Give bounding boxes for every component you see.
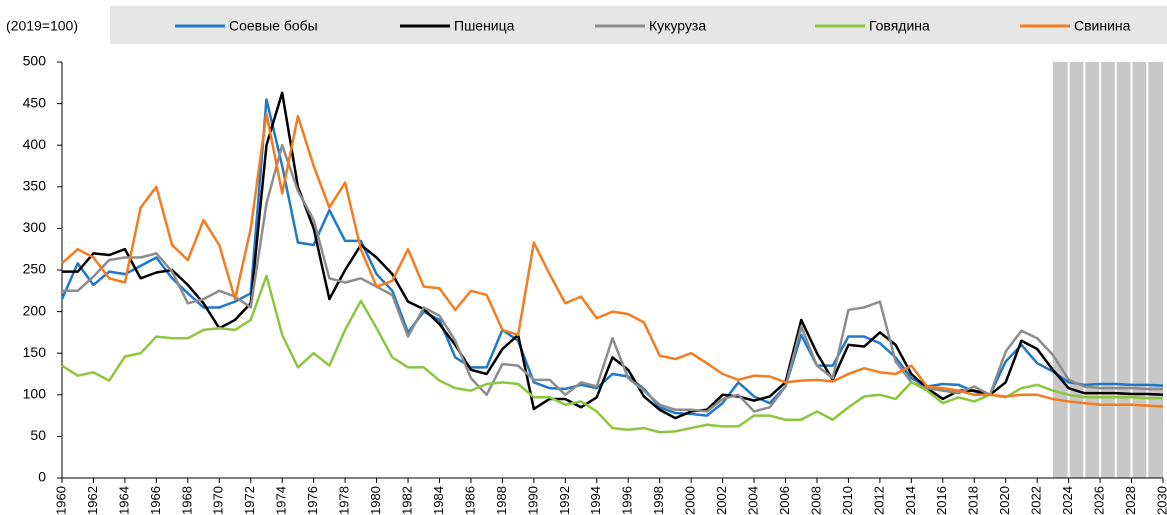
legend-label: Соевые бобы — [229, 18, 318, 34]
series-line — [61, 112, 1164, 408]
x-tick-label: 1978 — [337, 486, 352, 515]
x-tick-label: 2012 — [871, 486, 886, 515]
x-tick-label: 2030 — [1154, 486, 1167, 515]
x-tick-label: 1992 — [557, 486, 572, 515]
series-line — [61, 274, 1163, 434]
y-tick-label: 150 — [23, 344, 47, 360]
x-tick-label: 2010 — [840, 486, 855, 515]
y-tick-label: 350 — [23, 178, 47, 194]
y-tick-label: 450 — [23, 94, 47, 110]
x-tick-label: 2018 — [966, 486, 981, 515]
x-tick-label: 1986 — [462, 486, 477, 515]
x-tick-label: 1964 — [116, 486, 131, 515]
y-tick-label: 200 — [23, 302, 47, 318]
x-tick-label: 1970 — [211, 486, 226, 515]
x-tick-label: 1972 — [242, 486, 257, 515]
x-tick-label: 1960 — [53, 486, 68, 515]
series-line — [60, 98, 1164, 417]
y-tick-label: 400 — [23, 136, 47, 152]
x-tick-label: 1962 — [85, 486, 100, 515]
projection-shade — [1052, 62, 1163, 478]
x-tick-label: 1974 — [274, 486, 289, 515]
x-tick-label: 1980 — [368, 486, 383, 515]
x-tick-label: 2006 — [777, 486, 792, 515]
x-tick-label: 2024 — [1060, 486, 1075, 515]
series-line — [62, 91, 1164, 420]
series-line — [62, 143, 1163, 413]
x-tick-label: 2020 — [997, 486, 1012, 515]
x-tick-label: 2008 — [808, 486, 823, 515]
x-tick-label: 1984 — [431, 486, 446, 515]
x-tick-label: 1998 — [651, 486, 666, 515]
legend-label: Пшеница — [454, 18, 515, 34]
legend-label: Говядина — [869, 18, 930, 34]
x-tick-label: 1966 — [148, 486, 163, 515]
x-tick-label: 2004 — [745, 486, 760, 515]
x-tick-label: 2028 — [1123, 486, 1138, 515]
x-tick-label: 1988 — [494, 486, 509, 515]
x-tick-label: 1968 — [179, 486, 194, 515]
x-tick-label: 2002 — [714, 486, 729, 515]
y-tick-label: 300 — [23, 219, 47, 235]
y-tick-label: 50 — [30, 427, 46, 443]
x-tick-label: 1976 — [305, 486, 320, 515]
y-tick-label: 500 — [23, 53, 47, 69]
y-tick-label: 100 — [23, 386, 47, 402]
y-tick-label: 250 — [23, 261, 47, 277]
x-tick-label: 1990 — [525, 486, 540, 515]
legend-label: Кукуруза — [649, 18, 706, 34]
y-axis-label: (2019=100) — [6, 18, 78, 34]
x-tick-label: 2022 — [1029, 486, 1044, 515]
y-tick-label: 0 — [38, 469, 46, 485]
x-tick-label: 2000 — [683, 486, 698, 515]
x-tick-label: 1996 — [620, 486, 635, 515]
x-tick-label: 1994 — [588, 486, 603, 515]
legend-label: Свинина — [1074, 18, 1131, 34]
x-tick-label: 1982 — [399, 486, 414, 515]
x-tick-label: 2016 — [934, 486, 949, 515]
x-tick-label: 2014 — [903, 486, 918, 515]
x-tick-label: 2026 — [1092, 486, 1107, 515]
